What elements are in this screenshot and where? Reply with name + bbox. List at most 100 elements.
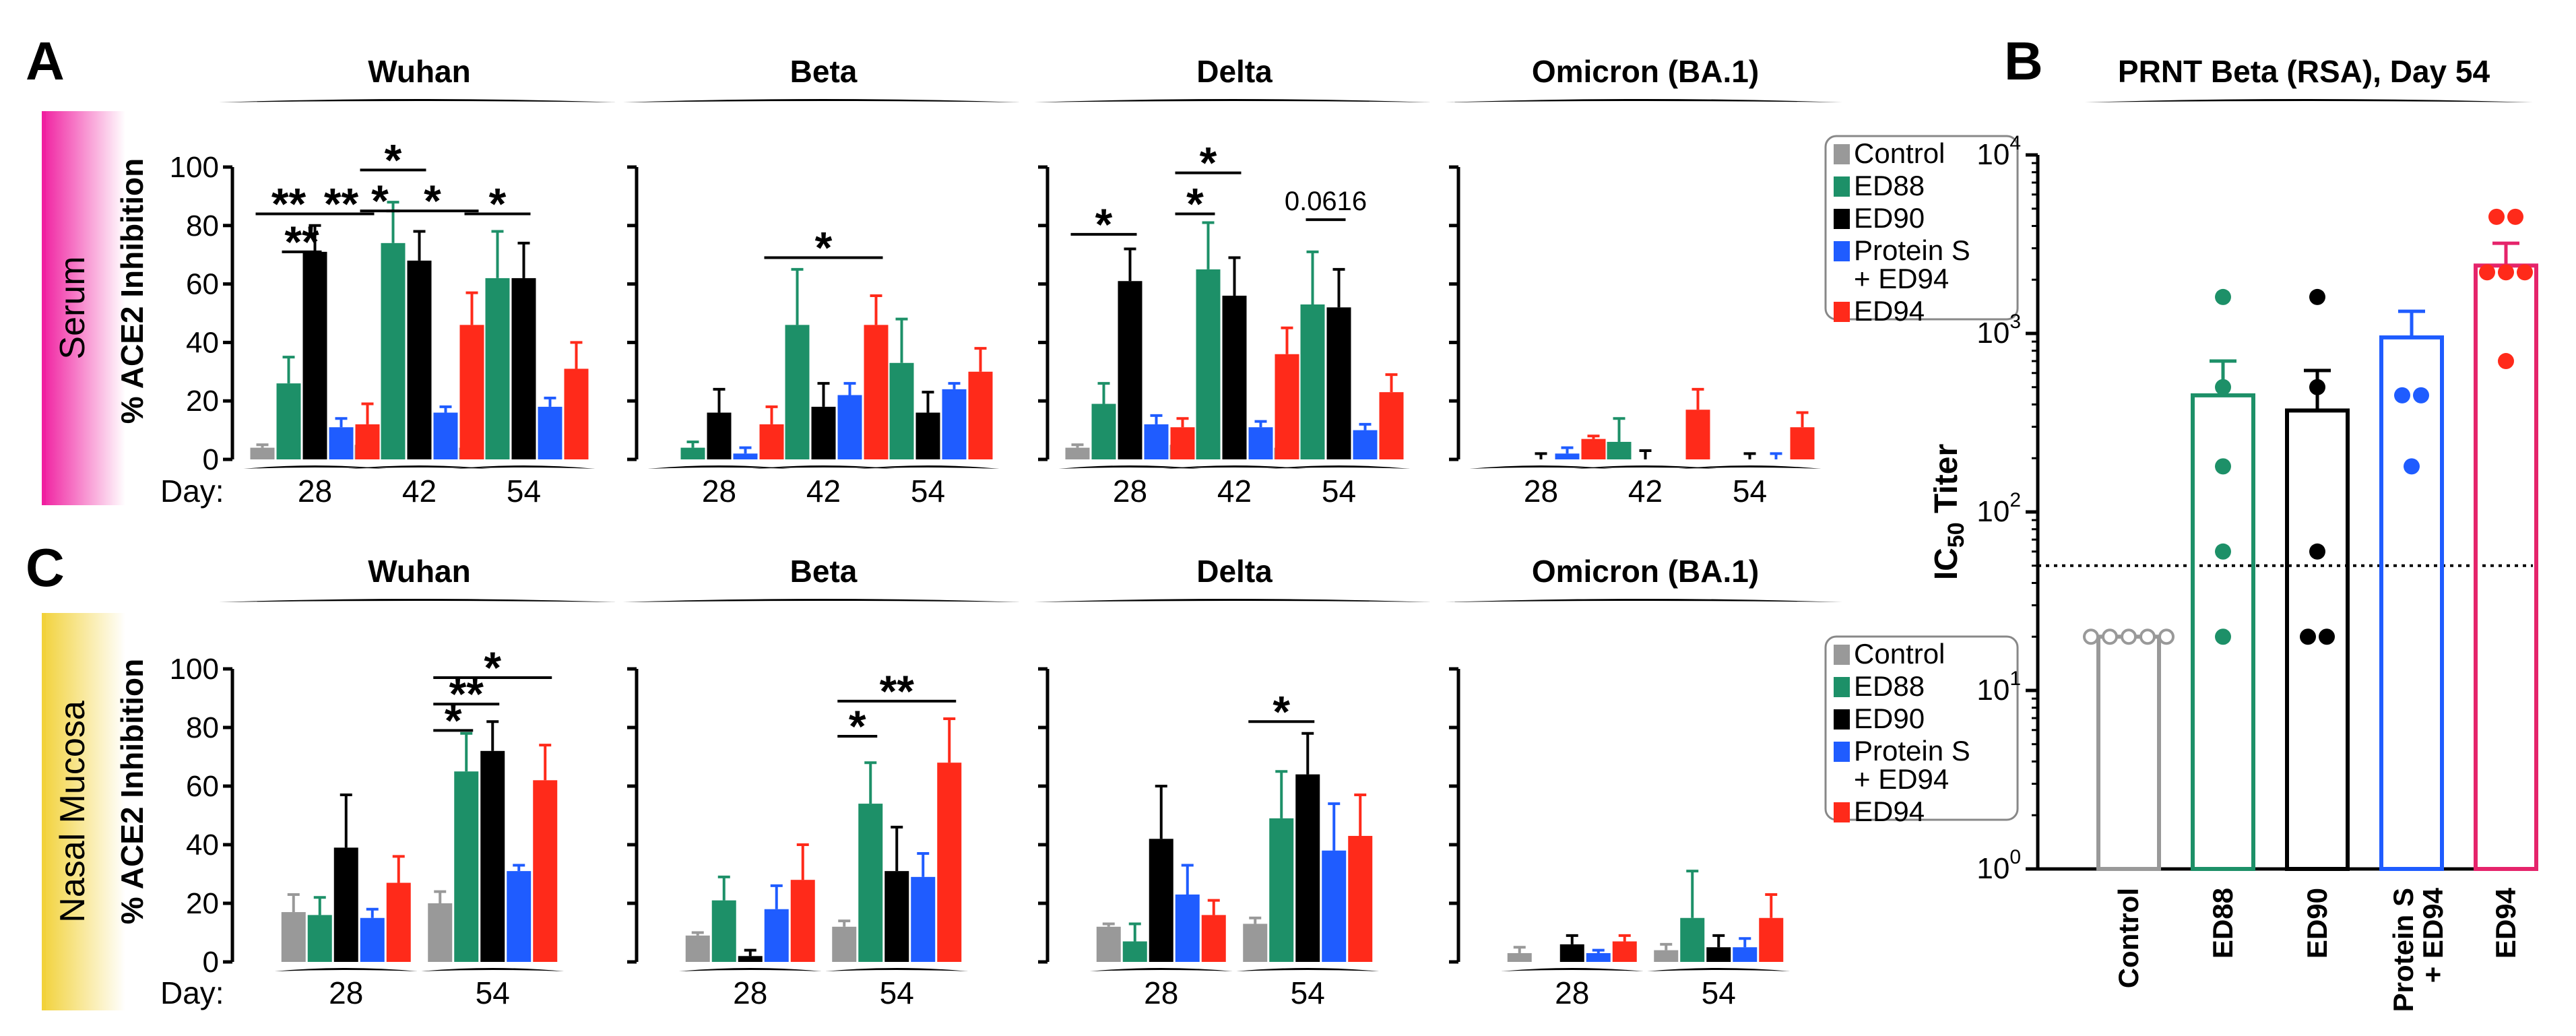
bar-ed90 — [333, 847, 358, 962]
y-tick-label: 100 — [1976, 846, 2021, 885]
title-underline — [219, 99, 616, 102]
category-label: 28 — [702, 474, 736, 509]
category-underline — [1089, 968, 1233, 971]
title-underline — [2085, 99, 2533, 102]
legend-swatch-ed88 — [1834, 176, 1850, 197]
category-label: 54 — [507, 474, 541, 509]
bar-ed90 — [2285, 408, 2350, 871]
bar-ed94 — [864, 325, 889, 459]
category-label-line: ED88 — [2207, 888, 2239, 959]
data-point — [2309, 543, 2325, 560]
chart-c-delta: Delta 28 54 * — [1034, 554, 1431, 1010]
legend-swatch-ed90 — [1834, 209, 1850, 229]
category-label: 42 — [1628, 474, 1663, 509]
category-label-line: ED94 — [2490, 887, 2521, 959]
y-tick-label: 80 — [186, 711, 219, 744]
data-point — [2158, 628, 2175, 645]
data-point — [2498, 264, 2514, 281]
bar-ed94 — [1612, 941, 1637, 962]
bar-control — [1096, 926, 1121, 962]
chart-a-omicron: Omicron (BA.1) 28 42 54 — [1445, 54, 1842, 509]
legend-swatch-control — [1834, 645, 1850, 665]
y-axis-title-c: % ACE2 Inhibition — [115, 659, 150, 924]
data-point — [2517, 264, 2533, 281]
data-point — [2309, 288, 2325, 305]
row-label-nasal: Nasal Mucosa — [42, 613, 125, 1010]
category-label: 54 — [1702, 975, 1736, 1010]
legend-swatch-protein-s-ed94 — [1834, 742, 1850, 762]
bar-ed88 — [1122, 941, 1147, 962]
bar-ed90 — [480, 750, 505, 962]
data-point — [2215, 379, 2231, 395]
bar-protein-s-ed94 — [1733, 947, 1758, 962]
day-label-c: Day: — [160, 975, 224, 1010]
panel-letter-a: A — [26, 31, 65, 91]
category-underline — [1267, 465, 1411, 469]
bar-ed88 — [454, 771, 479, 962]
significance-label: ** — [880, 666, 915, 716]
y-tick-label: 40 — [186, 829, 219, 862]
significance-label: * — [445, 695, 462, 745]
y-tick-label: 60 — [186, 268, 219, 301]
data-point — [2083, 628, 2099, 645]
bar-ed94 — [1685, 410, 1710, 459]
category-label: ED90 — [2301, 888, 2333, 959]
significance-label: ** — [324, 179, 359, 228]
data-point — [2309, 379, 2325, 395]
data-point — [2413, 387, 2429, 403]
y-tick-label: 103 — [1976, 311, 2021, 350]
bar-ed90 — [884, 871, 909, 962]
bar-ed90 — [1118, 281, 1142, 459]
bar-control — [1243, 924, 1268, 962]
bar-protein-s-ed94 — [837, 395, 862, 459]
category-label: Protein S+ ED94 — [2387, 887, 2449, 1012]
bar-control — [250, 447, 275, 459]
legend-swatch-ed94 — [1834, 302, 1850, 322]
y-tick-label: 40 — [186, 326, 219, 359]
bar-protein-s-ed94 — [733, 453, 758, 459]
data-point — [2139, 628, 2156, 645]
legend-label-control: Control — [1854, 137, 1945, 169]
chart-title: Wuhan — [368, 54, 470, 89]
significance-label: * — [424, 176, 441, 226]
bar-control — [832, 926, 857, 962]
bar-ed90 — [811, 406, 836, 459]
category-underline — [421, 968, 565, 971]
significance-label: ** — [449, 669, 484, 719]
category-underline — [825, 968, 969, 971]
bar-control — [685, 935, 710, 962]
bar-ed94 — [459, 325, 484, 459]
legend-label-ed94: ED94 — [1854, 796, 1925, 827]
bar-ed94 — [1379, 392, 1404, 459]
bar-control — [281, 912, 306, 962]
title-underline — [1034, 599, 1431, 602]
category-underline — [274, 968, 418, 971]
category-label: 54 — [476, 975, 510, 1010]
y-axis-title-prefix: IC — [1929, 548, 1964, 580]
category-label: 42 — [806, 474, 841, 509]
bar-ed94 — [759, 424, 784, 459]
category-label: 54 — [911, 474, 945, 509]
category-label: Control — [2113, 888, 2144, 988]
bar-ed90 — [1326, 307, 1351, 459]
category-label: 28 — [1113, 474, 1147, 509]
bar-ed88 — [711, 900, 736, 962]
row-label-serum: Serum — [42, 111, 125, 505]
chart-title: PRNT Beta (RSA), Day 54 — [2118, 54, 2490, 89]
category-label: 54 — [1733, 474, 1767, 509]
data-point — [2479, 264, 2495, 281]
data-point — [2488, 208, 2505, 225]
category-underline — [1469, 465, 1613, 469]
panel-letter-c: C — [26, 538, 65, 597]
bar-ed94 — [1275, 354, 1299, 459]
significance-label: * — [1273, 686, 1290, 736]
legend-swatch-protein-s-ed94 — [1834, 241, 1850, 261]
bar-control — [2096, 635, 2161, 871]
category-label: ED94 — [2490, 887, 2521, 959]
category-label-line: Protein S — [2387, 888, 2419, 1012]
bar-ed88 — [1607, 441, 1632, 459]
bar-ed88 — [889, 362, 914, 459]
category-label-line: Control — [2113, 888, 2144, 988]
